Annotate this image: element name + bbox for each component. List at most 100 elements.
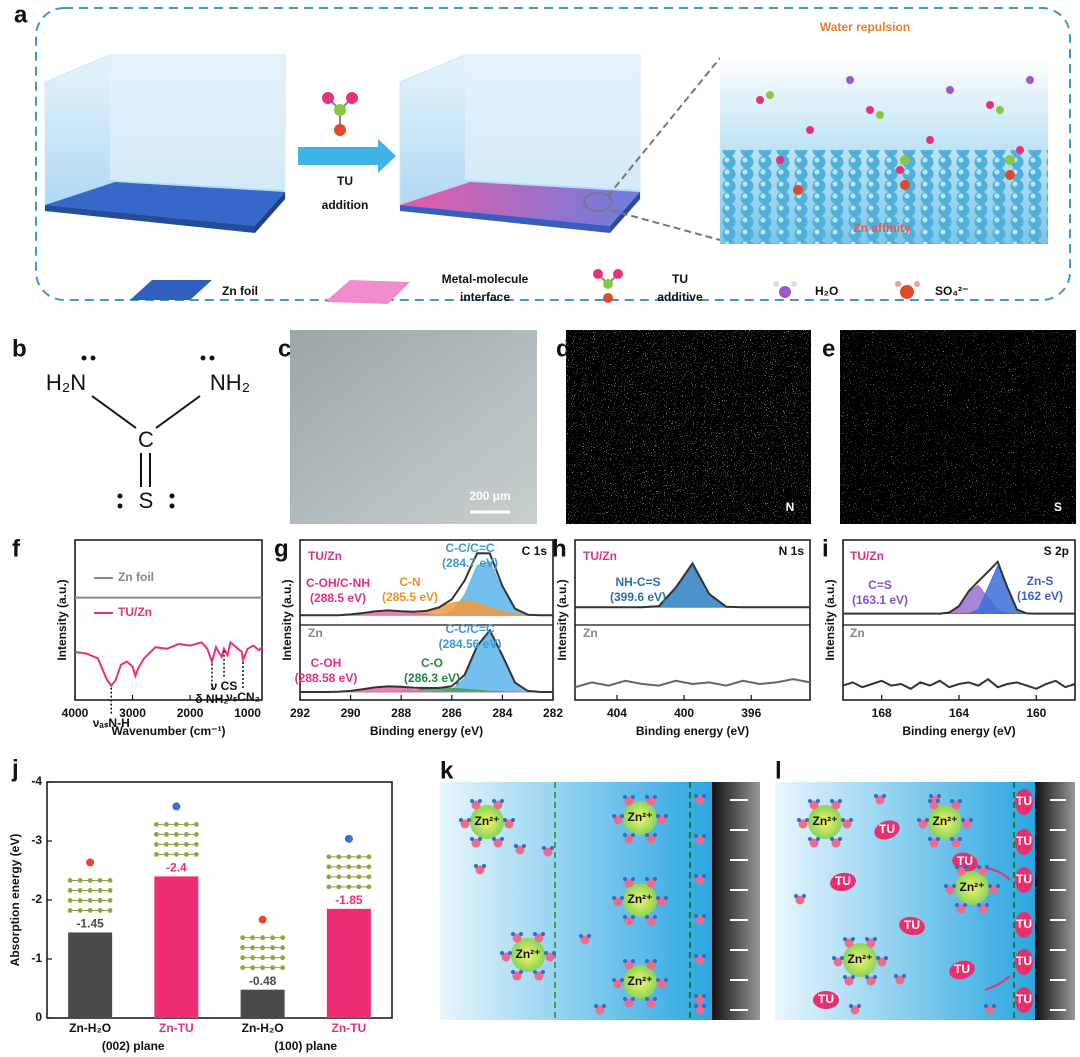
water-h bbox=[830, 798, 834, 803]
eds-speckle bbox=[566, 330, 811, 524]
model-atom bbox=[270, 955, 276, 961]
water-h bbox=[623, 876, 627, 881]
model-atom bbox=[280, 945, 286, 951]
water-h bbox=[865, 975, 869, 980]
element-label: S bbox=[1054, 500, 1062, 514]
water-h bbox=[594, 1004, 598, 1008]
model-atom bbox=[107, 908, 113, 913]
model-atom bbox=[346, 854, 352, 860]
water-molecule bbox=[501, 952, 511, 962]
series-label: C-C/C=C bbox=[445, 541, 494, 555]
annotation: νₐₛN-H bbox=[93, 716, 130, 730]
water-molecule bbox=[877, 957, 887, 967]
water-h bbox=[865, 936, 869, 941]
model-atom bbox=[326, 864, 332, 870]
water-h bbox=[664, 896, 668, 900]
panel-l-diagram: TU TU TU TU TU TU TU TU TU TU TU TU Zn²⁺ Zn²⁺ Zn²⁺ Zn²⁺ bbox=[775, 782, 1075, 1020]
model-atom bbox=[250, 965, 256, 971]
model-atom bbox=[67, 878, 73, 883]
tu-molecule bbox=[1015, 867, 1033, 893]
zn-ion bbox=[623, 965, 657, 999]
water-molecule bbox=[918, 819, 928, 829]
water-h bbox=[519, 970, 523, 975]
water-h bbox=[511, 931, 515, 936]
model-atom bbox=[250, 945, 256, 951]
water-h bbox=[645, 794, 649, 799]
eds-speckle bbox=[840, 330, 1076, 524]
water-h bbox=[702, 1004, 706, 1008]
y-tick-label: -2 bbox=[31, 892, 42, 906]
model-atom bbox=[163, 842, 169, 847]
x-tick-label: 164 bbox=[949, 706, 969, 720]
water-h bbox=[873, 975, 877, 980]
model-atom bbox=[97, 888, 103, 893]
water-h bbox=[832, 956, 836, 960]
water-molecule bbox=[646, 878, 656, 888]
water-h bbox=[937, 794, 941, 798]
water-h bbox=[503, 818, 507, 822]
water-molecule bbox=[695, 1005, 705, 1015]
ion-label: Zn²⁺ bbox=[516, 947, 541, 961]
panel-label: l bbox=[775, 757, 782, 784]
model-atom bbox=[183, 852, 189, 857]
model-atom bbox=[153, 822, 159, 827]
tu-label: TU bbox=[1016, 917, 1032, 931]
annotation: Zn affinity bbox=[853, 221, 911, 235]
water-h bbox=[925, 818, 929, 822]
water-h bbox=[936, 837, 940, 842]
water-h bbox=[544, 951, 548, 955]
model-atom bbox=[173, 832, 179, 837]
model-atom bbox=[336, 884, 342, 890]
water-h bbox=[492, 798, 496, 803]
water-h bbox=[631, 997, 635, 1002]
value-label: -0.48 bbox=[249, 974, 277, 988]
x-axis-label: Wavenumber (cm⁻¹) bbox=[112, 724, 226, 738]
water-molecule bbox=[512, 933, 522, 943]
water-molecule bbox=[657, 897, 667, 907]
group-label: (100) plane bbox=[274, 1039, 337, 1053]
water-h bbox=[533, 931, 537, 936]
tu-label: TU bbox=[954, 962, 970, 976]
x-tick-label: 404 bbox=[607, 706, 627, 720]
bar bbox=[154, 876, 199, 1018]
water-molecule bbox=[534, 971, 544, 981]
core-level: S 2p bbox=[1044, 544, 1069, 558]
water-h bbox=[645, 958, 649, 963]
model-atom bbox=[336, 864, 342, 870]
water-h bbox=[579, 934, 583, 938]
tu-label: TU bbox=[1016, 872, 1032, 886]
water-molecule bbox=[534, 933, 544, 943]
water-h bbox=[631, 915, 635, 920]
water-molecule bbox=[613, 897, 623, 907]
model-atom bbox=[260, 945, 266, 951]
zn-ion bbox=[623, 883, 657, 917]
x-tick-label: 160 bbox=[1026, 706, 1046, 720]
water-h bbox=[645, 997, 649, 1002]
model-atom bbox=[270, 945, 276, 951]
water-h bbox=[702, 794, 706, 798]
water-h bbox=[963, 903, 967, 908]
tu-molecule bbox=[830, 872, 856, 892]
peak-position: (288.5 eV) bbox=[310, 591, 366, 605]
water-h bbox=[612, 978, 616, 982]
x-tick-label: 290 bbox=[341, 706, 361, 720]
addition-arrow bbox=[298, 92, 396, 173]
water-molecule bbox=[471, 838, 481, 848]
model-atom bbox=[280, 965, 286, 971]
water-h bbox=[917, 818, 921, 822]
model-atom bbox=[153, 852, 159, 857]
scale-label: 200 μm bbox=[469, 489, 510, 503]
peak-position: (284.56 eV) bbox=[439, 637, 502, 651]
model-atom bbox=[326, 854, 332, 860]
atom-label: S bbox=[139, 488, 154, 513]
water-h bbox=[928, 837, 932, 842]
x-tick-label: 292 bbox=[290, 706, 310, 720]
water-molecule bbox=[504, 819, 514, 829]
legend-label: interface bbox=[460, 290, 510, 304]
water-h bbox=[587, 934, 591, 938]
water-h bbox=[653, 958, 657, 963]
value-label: -2.4 bbox=[166, 861, 187, 875]
water-h bbox=[702, 834, 706, 838]
x-tick-label: 396 bbox=[741, 706, 761, 720]
cube-interface bbox=[399, 54, 721, 241]
